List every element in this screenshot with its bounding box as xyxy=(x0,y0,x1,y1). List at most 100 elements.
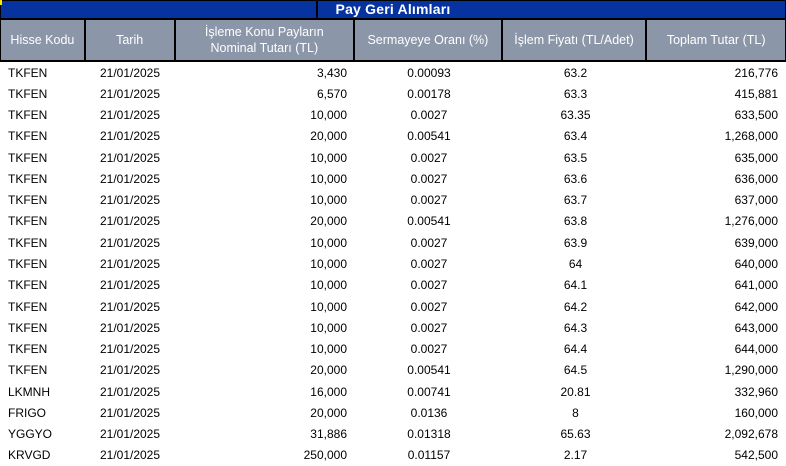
cell-hisse-kodu[interactable]: TKFEN xyxy=(8,108,48,123)
cell-toplam-tutar[interactable]: 415,881 xyxy=(734,86,778,101)
cell-sermayeye-orani[interactable]: 0.0027 xyxy=(410,235,448,250)
cell-sermayeye-orani[interactable]: 0.00541 xyxy=(407,363,451,378)
cell-toplam-tutar[interactable]: 1,268,000 xyxy=(724,129,778,144)
cell-toplam-tutar[interactable]: 1,276,000 xyxy=(724,214,778,229)
cell-hisse-kodu[interactable]: TKFEN xyxy=(8,86,48,101)
cell-hisse-kodu[interactable]: TKFEN xyxy=(8,65,48,80)
cell-islem-fiyati[interactable]: 8 xyxy=(572,405,579,420)
cell-nominal-tutar[interactable]: 10,000 xyxy=(310,171,347,186)
cell-sermayeye-orani[interactable]: 0.0027 xyxy=(410,342,448,357)
cell-hisse-kodu[interactable]: TKFEN xyxy=(8,235,48,250)
cell-nominal-tutar[interactable]: 10,000 xyxy=(310,150,347,165)
cell-toplam-tutar[interactable]: 635,000 xyxy=(734,150,778,165)
cell-tarih[interactable]: 21/01/2025 xyxy=(99,320,161,335)
cell-toplam-tutar[interactable]: 640,000 xyxy=(734,257,778,272)
header-cell-nominal-tutar[interactable]: İşleme Konu Payların Nominal Tutarı (TL) xyxy=(176,20,356,60)
cell-tarih[interactable]: 21/01/2025 xyxy=(99,214,161,229)
cell-hisse-kodu[interactable]: TKFEN xyxy=(8,193,48,208)
cell-nominal-tutar[interactable]: 20,000 xyxy=(310,363,347,378)
cell-tarih[interactable]: 21/01/2025 xyxy=(99,448,161,463)
cell-hisse-kodu[interactable]: YGGYO xyxy=(8,427,53,442)
cell-sermayeye-orani[interactable]: 0.01157 xyxy=(407,448,451,463)
cell-hisse-kodu[interactable]: LKMNH xyxy=(8,384,51,399)
cell-toplam-tutar[interactable]: 642,000 xyxy=(734,299,778,314)
cell-hisse-kodu[interactable]: TKFEN xyxy=(8,129,48,144)
cell-toplam-tutar[interactable]: 160,000 xyxy=(734,405,778,420)
cell-islem-fiyati[interactable]: 63.9 xyxy=(563,235,588,250)
cell-islem-fiyati[interactable]: 64.3 xyxy=(563,320,588,335)
cell-islem-fiyati[interactable]: 20.81 xyxy=(560,384,591,399)
cell-nominal-tutar[interactable]: 20,000 xyxy=(310,129,347,144)
cell-islem-fiyati[interactable]: 63.2 xyxy=(563,65,588,80)
cell-nominal-tutar[interactable]: 10,000 xyxy=(310,342,347,357)
cell-nominal-tutar[interactable]: 10,000 xyxy=(310,257,347,272)
cell-tarih[interactable]: 21/01/2025 xyxy=(99,405,161,420)
cell-tarih[interactable]: 21/01/2025 xyxy=(99,129,161,144)
cell-hisse-kodu[interactable]: TKFEN xyxy=(8,214,48,229)
cell-hisse-kodu[interactable]: TKFEN xyxy=(8,299,48,314)
cell-tarih[interactable]: 21/01/2025 xyxy=(99,299,161,314)
header-cell-toplam-tutar[interactable]: Toplam Tutar (TL) xyxy=(647,20,785,60)
cell-sermayeye-orani[interactable]: 0.01318 xyxy=(407,427,451,442)
cell-nominal-tutar[interactable]: 3,430 xyxy=(316,65,347,80)
cell-islem-fiyati[interactable]: 65.63 xyxy=(560,427,591,442)
cell-toplam-tutar[interactable]: 2,092,678 xyxy=(724,427,778,442)
cell-hisse-kodu[interactable]: TKFEN xyxy=(8,150,48,165)
cell-sermayeye-orani[interactable]: 0.0136 xyxy=(410,405,448,420)
cell-tarih[interactable]: 21/01/2025 xyxy=(99,235,161,250)
header-cell-islem-fiyati[interactable]: İşlem Fiyatı (TL/Adet) xyxy=(503,20,648,60)
cell-tarih[interactable]: 21/01/2025 xyxy=(99,384,161,399)
cell-toplam-tutar[interactable]: 644,000 xyxy=(734,342,778,357)
cell-tarih[interactable]: 21/01/2025 xyxy=(99,108,161,123)
cell-tarih[interactable]: 21/01/2025 xyxy=(99,363,161,378)
cell-nominal-tutar[interactable]: 20,000 xyxy=(310,214,347,229)
cell-hisse-kodu[interactable]: TKFEN xyxy=(8,363,48,378)
cell-nominal-tutar[interactable]: 250,000 xyxy=(303,448,347,463)
cell-toplam-tutar[interactable]: 643,000 xyxy=(734,320,778,335)
cell-nominal-tutar[interactable]: 20,000 xyxy=(310,405,347,420)
cell-tarih[interactable]: 21/01/2025 xyxy=(99,150,161,165)
cell-islem-fiyati[interactable]: 64.1 xyxy=(563,278,588,293)
cell-nominal-tutar[interactable]: 10,000 xyxy=(310,235,347,250)
cell-hisse-kodu[interactable]: TKFEN xyxy=(8,171,48,186)
cell-toplam-tutar[interactable]: 1,290,000 xyxy=(724,363,778,378)
cell-tarih[interactable]: 21/01/2025 xyxy=(99,342,161,357)
cell-sermayeye-orani[interactable]: 0.0027 xyxy=(410,299,448,314)
cell-sermayeye-orani[interactable]: 0.00178 xyxy=(407,86,451,101)
cell-islem-fiyati[interactable]: 64.4 xyxy=(563,342,588,357)
header-cell-tarih[interactable]: Tarih xyxy=(86,20,176,60)
cell-islem-fiyati[interactable]: 63.3 xyxy=(563,86,588,101)
cell-nominal-tutar[interactable]: 10,000 xyxy=(310,193,347,208)
cell-sermayeye-orani[interactable]: 0.00541 xyxy=(407,129,451,144)
cell-tarih[interactable]: 21/01/2025 xyxy=(99,65,161,80)
cell-islem-fiyati[interactable]: 63.8 xyxy=(563,214,588,229)
cell-tarih[interactable]: 21/01/2025 xyxy=(99,278,161,293)
cell-islem-fiyati[interactable]: 63.4 xyxy=(563,129,588,144)
cell-sermayeye-orani[interactable]: 0.0027 xyxy=(410,278,448,293)
cell-toplam-tutar[interactable]: 637,000 xyxy=(734,193,778,208)
cell-tarih[interactable]: 21/01/2025 xyxy=(99,427,161,442)
cell-sermayeye-orani[interactable]: 0.00541 xyxy=(407,214,451,229)
cell-sermayeye-orani[interactable]: 0.00093 xyxy=(407,65,451,80)
cell-nominal-tutar[interactable]: 10,000 xyxy=(310,278,347,293)
cell-islem-fiyati[interactable]: 64 xyxy=(568,257,583,272)
cell-tarih[interactable]: 21/01/2025 xyxy=(99,193,161,208)
cell-islem-fiyati[interactable]: 63.7 xyxy=(563,193,588,208)
cell-sermayeye-orani[interactable]: 0.00741 xyxy=(407,384,451,399)
cell-hisse-kodu[interactable]: FRIGO xyxy=(8,405,46,420)
cell-nominal-tutar[interactable]: 16,000 xyxy=(310,384,347,399)
cell-toplam-tutar[interactable]: 332,960 xyxy=(734,384,778,399)
cell-islem-fiyati[interactable]: 63.5 xyxy=(563,150,588,165)
cell-sermayeye-orani[interactable]: 0.0027 xyxy=(410,257,448,272)
cell-nominal-tutar[interactable]: 10,000 xyxy=(310,299,347,314)
cell-hisse-kodu[interactable]: TKFEN xyxy=(8,257,48,272)
cell-hisse-kodu[interactable]: KRVGD xyxy=(8,448,51,463)
cell-hisse-kodu[interactable]: TKFEN xyxy=(8,320,48,335)
cell-sermayeye-orani[interactable]: 0.0027 xyxy=(410,171,448,186)
cell-toplam-tutar[interactable]: 542,500 xyxy=(734,448,778,463)
cell-toplam-tutar[interactable]: 216,776 xyxy=(734,65,778,80)
cell-tarih[interactable]: 21/01/2025 xyxy=(99,257,161,272)
cell-tarih[interactable]: 21/01/2025 xyxy=(99,171,161,186)
cell-nominal-tutar[interactable]: 6,570 xyxy=(316,86,347,101)
cell-nominal-tutar[interactable]: 31,886 xyxy=(310,427,347,442)
